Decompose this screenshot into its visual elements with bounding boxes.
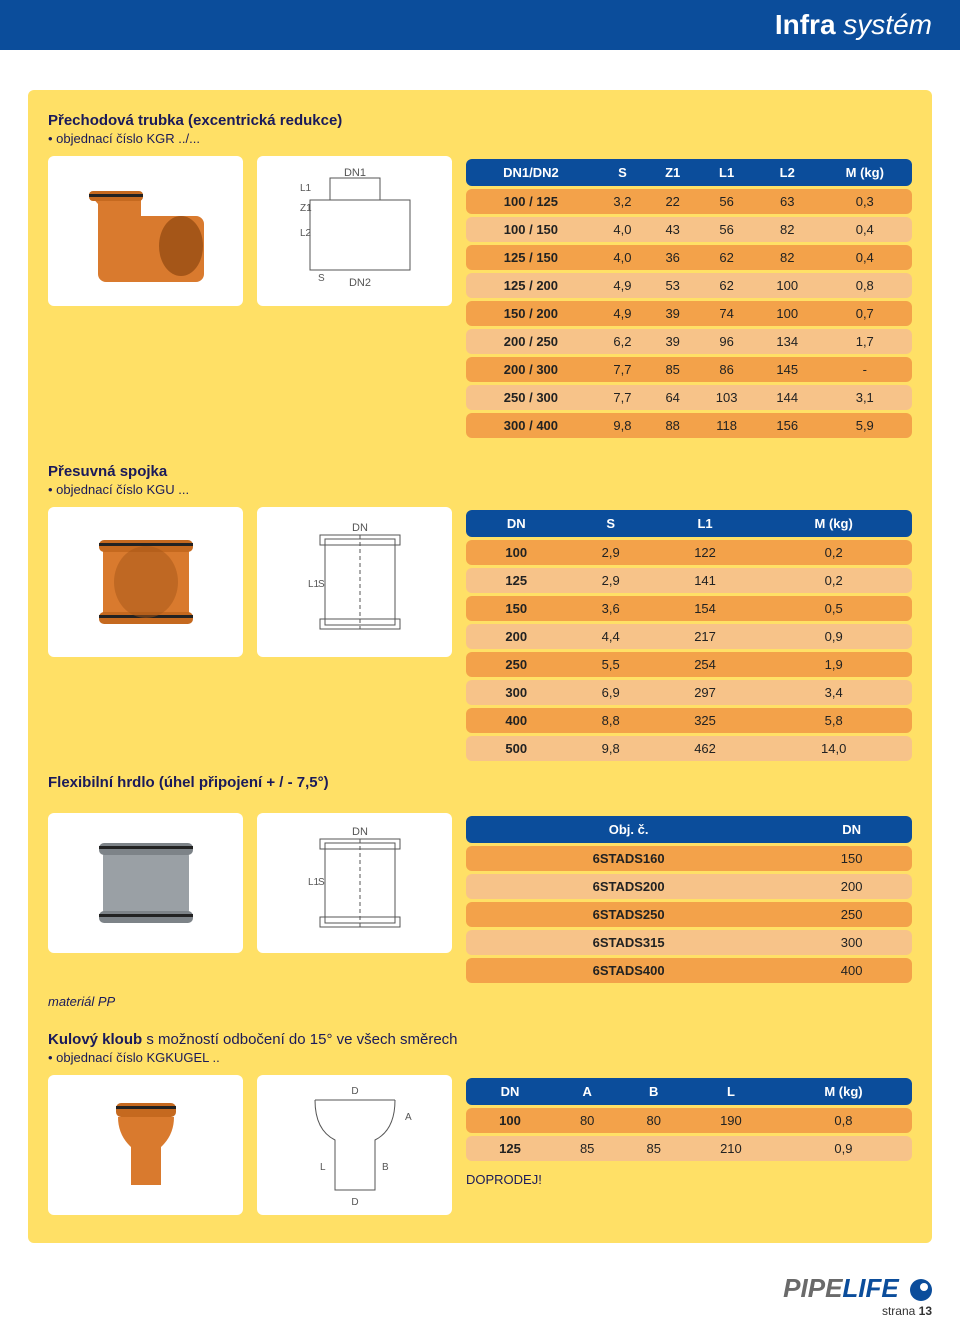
col-header: M (kg) — [755, 510, 912, 537]
svg-text:S: S — [318, 273, 325, 284]
svg-text:A: A — [405, 1112, 412, 1123]
table-row: 200 / 2506,239961341,7 — [466, 329, 912, 354]
sect3-photo — [48, 813, 243, 953]
svg-text:L2: L2 — [300, 228, 312, 239]
col-header: L — [687, 1078, 775, 1105]
table-row: 5009,846214,0 — [466, 736, 912, 761]
table-row: 6STADS160150 — [466, 846, 912, 871]
table-row: 100 / 1504,04356820,4 — [466, 217, 912, 242]
section-coupling: Přesuvná spojka objednací číslo KGU ... — [48, 463, 912, 791]
col-header: S — [596, 159, 649, 186]
sect3-material-note: materiál PP — [48, 994, 912, 1009]
sect3-table: Obj. č.DN 6STADS160150 6STADS200200 6STADS… — [466, 813, 912, 986]
table-row: 1503,61540,5 — [466, 596, 912, 621]
svg-text:D: D — [351, 1086, 358, 1097]
sect4-diagram: D A L B D — [257, 1075, 452, 1215]
section-flex-socket: DN L1 S Obj. č.DN 6STADS1601506STADS2002… — [48, 813, 912, 1009]
table-row: 6STADS400400 — [466, 958, 912, 983]
page-header: Infra systém — [0, 0, 960, 50]
svg-text:DN: DN — [352, 522, 368, 534]
col-header: L1 — [696, 159, 757, 186]
sect4-table: DNABLM (kg) 10080801900,8 12585852100,9 — [466, 1075, 912, 1164]
col-header: DN — [466, 1078, 554, 1105]
sect1-photo — [48, 156, 243, 306]
col-header: S — [567, 510, 655, 537]
section-ball-joint: Kulový kloub s možností odbočení do 15° … — [48, 1031, 912, 1215]
table-row: 2505,52541,9 — [466, 652, 912, 677]
header-title: Infra systém — [775, 9, 932, 41]
pipelife-logo: PIPELIFE — [783, 1273, 932, 1304]
table-row: 1252,91410,2 — [466, 568, 912, 593]
sect2-diagram: DN L1 S — [257, 507, 452, 657]
content-panel: Přechodová trubka (excentrická redukce) … — [28, 90, 932, 1243]
col-header: M (kg) — [818, 159, 912, 186]
col-header: Obj. č. — [466, 816, 791, 843]
sect1-diagram: DN1 DN2 L1 Z1 L2 S — [257, 156, 452, 306]
section-reducer: Přechodová trubka (excentrická redukce) … — [48, 112, 912, 441]
col-header: L2 — [757, 159, 818, 186]
col-header: A — [554, 1078, 621, 1105]
sect3-diagram: DN L1 S — [257, 813, 452, 953]
svg-text:S: S — [318, 877, 325, 888]
sect1-order-code: objednací číslo KGR ../... — [48, 131, 912, 146]
svg-text:D: D — [351, 1197, 358, 1208]
sect1-table: DN1/DN2SZ1L1L2M (kg) 100 / 1253,22256630… — [466, 156, 912, 441]
svg-text:L: L — [320, 1162, 326, 1173]
sect4-doprodej: DOPRODEJ! — [466, 1172, 912, 1187]
col-header: L1 — [655, 510, 756, 537]
page-footer: PIPELIFE strana 13 — [0, 1263, 960, 1336]
table-row: 150 / 2004,939741000,7 — [466, 301, 912, 326]
table-row: 125 / 2004,953621000,8 — [466, 273, 912, 298]
sect2-subtitle: Flexibilní hrdlo (úhel připojení + / - 7… — [48, 774, 912, 791]
table-row: 125 / 1504,03662820,4 — [466, 245, 912, 270]
svg-text:S: S — [318, 579, 325, 590]
svg-text:DN1: DN1 — [343, 167, 365, 179]
table-row: 12585852100,9 — [466, 1136, 912, 1161]
col-header: M (kg) — [775, 1078, 912, 1105]
svg-text:DN: DN — [352, 826, 368, 838]
svg-text:DN2: DN2 — [348, 277, 370, 289]
table-row: 6STADS250250 — [466, 902, 912, 927]
sect4-order-code: objednací číslo KGKUGEL .. — [48, 1050, 912, 1065]
table-row: 300 / 4009,8881181565,9 — [466, 413, 912, 438]
page-number: strana 13 — [783, 1304, 932, 1318]
table-row: 6STADS200200 — [466, 874, 912, 899]
col-header: DN — [466, 510, 567, 537]
table-row: 3006,92973,4 — [466, 680, 912, 705]
header-brand-light: systém — [836, 9, 932, 40]
table-row: 1002,91220,2 — [466, 540, 912, 565]
table-row: 4008,83255,8 — [466, 708, 912, 733]
table-row: 100 / 1253,22256630,3 — [466, 189, 912, 214]
sect2-order-code: objednací číslo KGU ... — [48, 482, 912, 497]
sect2-photo — [48, 507, 243, 657]
table-row: 250 / 3007,7641031443,1 — [466, 385, 912, 410]
table-row: 6STADS315300 — [466, 930, 912, 955]
svg-text:L1: L1 — [300, 183, 312, 194]
sect2-title: Přesuvná spojka — [48, 463, 912, 480]
sect4-title: Kulový kloub s možností odbočení do 15° … — [48, 1031, 912, 1048]
col-header: DN1/DN2 — [466, 159, 596, 186]
header-brand-bold: Infra — [775, 9, 836, 40]
sect2-table: DNSL1M (kg) 1002,91220,2 1252,91410,2 1503… — [466, 507, 912, 764]
sect4-photo — [48, 1075, 243, 1215]
col-header: DN — [791, 816, 912, 843]
svg-text:B: B — [382, 1162, 389, 1173]
logo-dot-icon — [910, 1279, 932, 1301]
table-row: 200 / 3007,78586145- — [466, 357, 912, 382]
col-header: B — [620, 1078, 687, 1105]
table-row: 2004,42170,9 — [466, 624, 912, 649]
col-header: Z1 — [649, 159, 696, 186]
sect1-title: Přechodová trubka (excentrická redukce) — [48, 112, 912, 129]
table-row: 10080801900,8 — [466, 1108, 912, 1133]
svg-text:Z1: Z1 — [300, 203, 312, 214]
